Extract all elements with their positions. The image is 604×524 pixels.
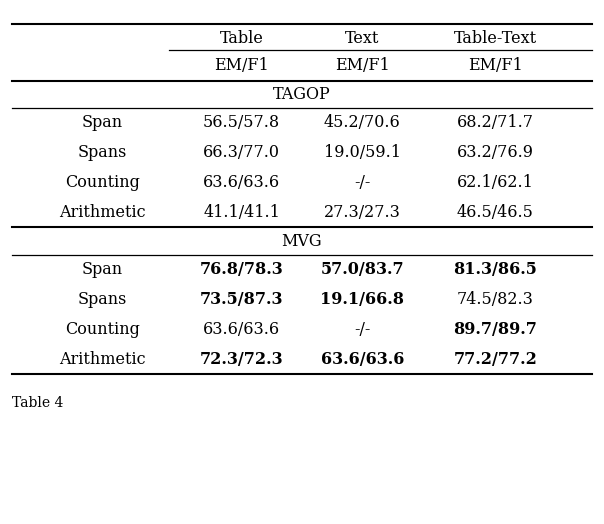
Text: 77.2/77.2: 77.2/77.2 (454, 351, 537, 368)
Text: 62.1/62.1: 62.1/62.1 (457, 174, 534, 191)
Text: 57.0/83.7: 57.0/83.7 (321, 261, 404, 278)
Text: EM/F1: EM/F1 (335, 57, 390, 74)
Text: EM/F1: EM/F1 (468, 57, 522, 74)
Text: MVG: MVG (281, 233, 323, 249)
Text: 72.3/72.3: 72.3/72.3 (200, 351, 283, 368)
Text: 63.2/76.9: 63.2/76.9 (457, 144, 534, 161)
Text: Span: Span (82, 114, 123, 132)
Text: Table-Text: Table-Text (454, 30, 537, 47)
Text: 45.2/70.6: 45.2/70.6 (324, 114, 401, 132)
Text: Spans: Spans (78, 291, 127, 308)
Text: 19.0/59.1: 19.0/59.1 (324, 144, 401, 161)
Text: 41.1/41.1: 41.1/41.1 (203, 204, 280, 221)
Text: Table: Table (220, 30, 263, 47)
Text: 68.2/71.7: 68.2/71.7 (457, 114, 534, 132)
Text: 19.1/66.8: 19.1/66.8 (320, 291, 405, 308)
Text: Arithmetic: Arithmetic (59, 204, 146, 221)
Text: 89.7/89.7: 89.7/89.7 (454, 321, 537, 338)
Text: Counting: Counting (65, 321, 140, 338)
Text: Spans: Spans (78, 144, 127, 161)
Text: 74.5/82.3: 74.5/82.3 (457, 291, 534, 308)
Text: 63.6/63.6: 63.6/63.6 (203, 174, 280, 191)
Text: EM/F1: EM/F1 (214, 57, 269, 74)
Text: 73.5/87.3: 73.5/87.3 (200, 291, 283, 308)
Text: 63.6/63.6: 63.6/63.6 (203, 321, 280, 338)
Text: 27.3/27.3: 27.3/27.3 (324, 204, 401, 221)
Text: 66.3/77.0: 66.3/77.0 (203, 144, 280, 161)
Text: -/-: -/- (354, 321, 371, 338)
Text: 76.8/78.3: 76.8/78.3 (200, 261, 283, 278)
Text: 81.3/86.5: 81.3/86.5 (454, 261, 537, 278)
Text: 63.6/63.6: 63.6/63.6 (321, 351, 404, 368)
Text: 56.5/57.8: 56.5/57.8 (203, 114, 280, 132)
Text: Arithmetic: Arithmetic (59, 351, 146, 368)
Text: Text: Text (345, 30, 379, 47)
Text: Span: Span (82, 261, 123, 278)
Text: Table 4: Table 4 (12, 396, 63, 410)
Text: TAGOP: TAGOP (273, 86, 331, 103)
Text: -/-: -/- (354, 174, 371, 191)
Text: Counting: Counting (65, 174, 140, 191)
Text: 46.5/46.5: 46.5/46.5 (457, 204, 534, 221)
